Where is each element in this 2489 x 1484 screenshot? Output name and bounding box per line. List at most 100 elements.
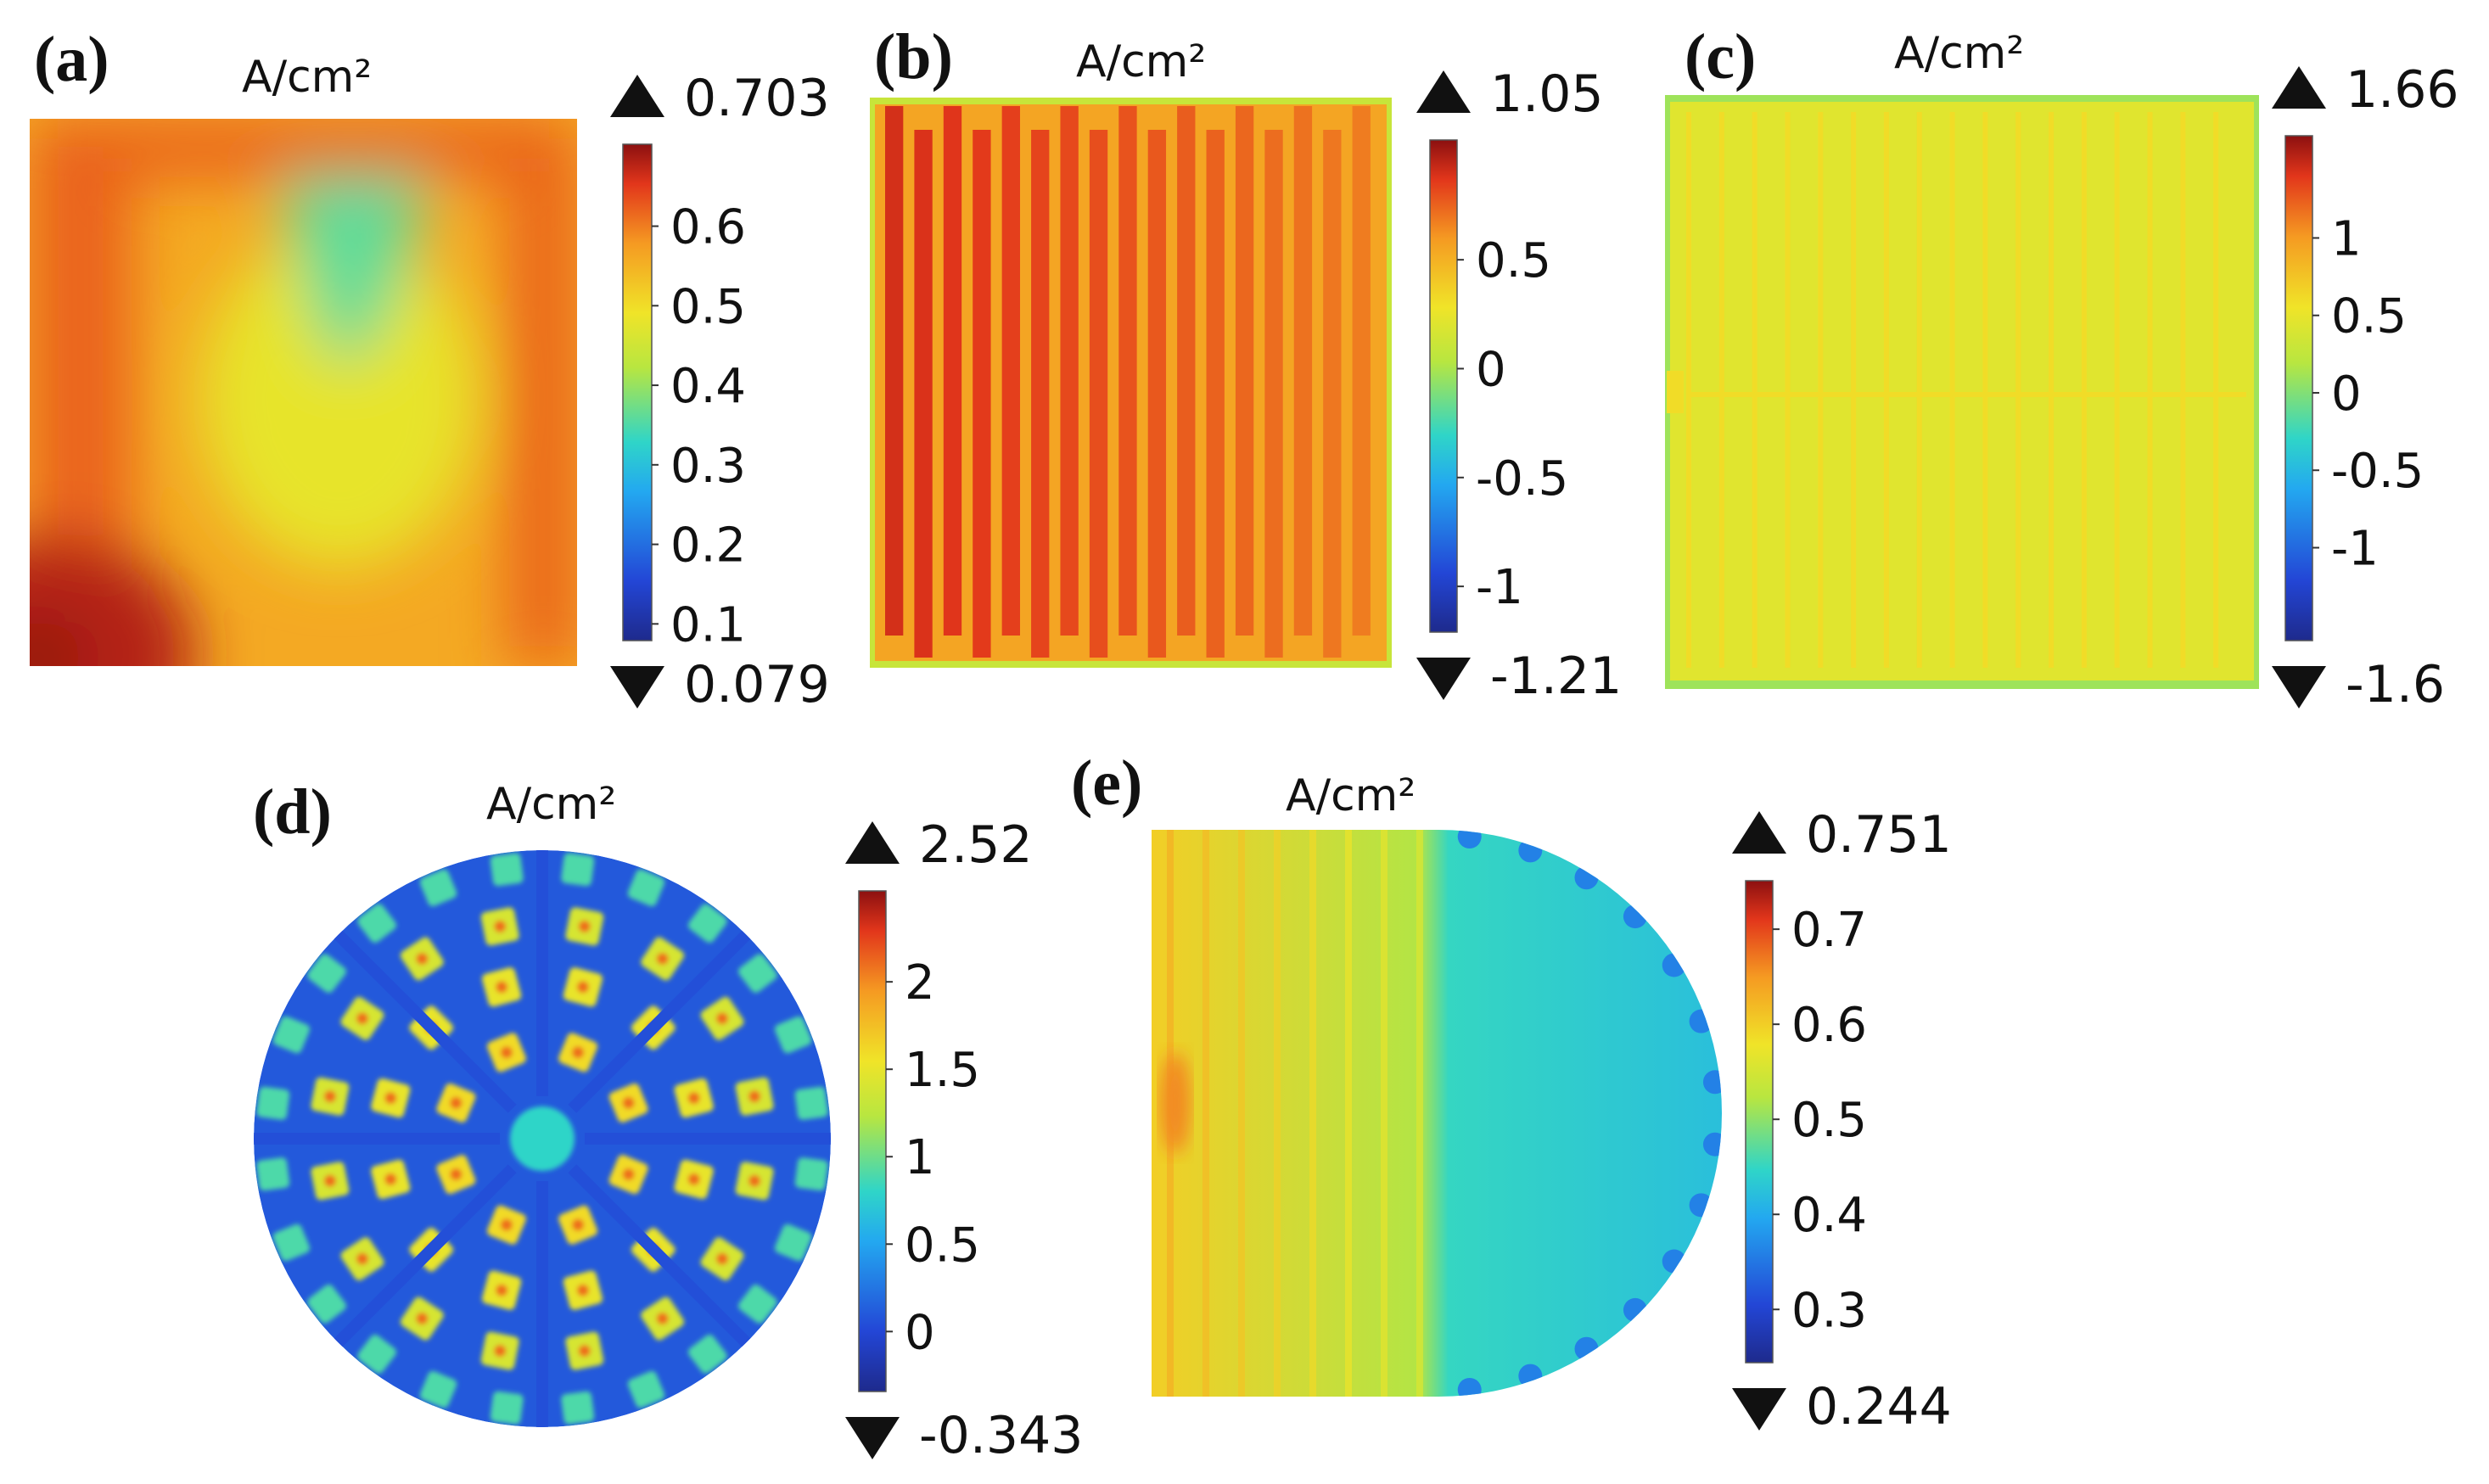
panel-b-unit: A/cm² [1076,36,1206,87]
colorbar-tick-label: 0.1 [670,597,746,652]
channel-line [1309,830,1316,1397]
pin [687,1335,727,1374]
pin [738,954,777,994]
colorbar-tick-label: -1 [2331,521,2379,576]
channel [973,130,991,658]
colorbar-gradient [622,143,653,641]
map-top-edge [30,119,577,178]
channel-line [1202,830,1209,1397]
edge-notch [1574,1336,1599,1361]
map-field [30,119,577,666]
pin [307,954,346,994]
rib-line [1752,112,1757,668]
colorbar-max-label: 2.52 [919,815,1033,875]
pin [419,869,457,907]
rib-line [1718,112,1724,668]
pin [272,1224,311,1262]
panel-a-colorbar: 0.703 0.079 0.6 0.5 0.4 0.3 0.2 0.1 [610,69,830,714]
map-center-zone [280,174,429,365]
header-line [1686,392,2246,397]
edge-notch [1662,1249,1686,1274]
panel-d: (d) A/cm² 2.52 -0.343 2 1.5 1 0.5 0 [253,776,1083,1465]
channel [1060,106,1079,636]
pin-hotspot [572,1218,585,1231]
channel [914,130,933,658]
colorbar-tick-label: 0.3 [1791,1283,1867,1338]
panel-d-unit: A/cm² [486,779,616,830]
channel [1118,106,1137,636]
panel-b: (b) A/cm² 1.05 -1.21 0.5 0 -0.5 -1 [870,21,1622,706]
pin-hotspot [578,1345,591,1358]
pin-hotspot [716,1252,729,1265]
colorbar-tick-label: 2 [905,955,935,1011]
colorbar-gradient [2284,135,2313,641]
panel-d-label: (d) [253,776,332,848]
colorbar-tick-label: 1 [2331,211,2362,266]
radial-rib [334,930,517,1113]
colorbar-max-arrow [610,75,664,117]
panel-b-label: (b) [874,21,953,92]
colorbar-min-label: 0.244 [1806,1377,1952,1436]
rib-line [1883,112,1889,668]
pin [490,1391,524,1425]
pin [490,853,524,887]
colorbar-min-label: -1.6 [2346,655,2445,714]
channel [1323,130,1342,658]
colorbar-tick-label: 0.5 [1476,233,1551,288]
edge-notch [1457,830,1482,849]
colorbar-tick-label: 0.4 [1791,1188,1867,1243]
colorbar-max-arrow [2272,66,2326,109]
pin-hotspot [576,1284,589,1296]
colorbar-tick-label: 0 [2331,367,2362,422]
pin [794,1086,828,1120]
colorbar-tick-label: 0.7 [1791,903,1867,958]
pin [561,853,595,887]
colorbar-tick-label: 0.2 [670,518,746,574]
panel-a-label: (a) [34,24,109,95]
rib-line [1916,112,1922,668]
pin-hotspot [622,1168,635,1181]
colorbar-max-label: 1.66 [2346,60,2459,120]
rib-line [2114,112,2120,668]
pin [256,1086,290,1120]
edge-notch [1518,1364,1543,1388]
edge-notch [1662,953,1686,977]
pin [774,1224,812,1262]
panel-a-map [30,119,577,666]
channel-line [1345,830,1352,1397]
pin [357,1335,397,1374]
pin [256,1157,290,1191]
radial-rib [334,1164,517,1347]
panel-e-unit: A/cm² [1286,770,1415,821]
colorbar-gradient [1429,139,1458,633]
colorbar-tick-label: 0.3 [670,439,746,494]
pin [561,1391,595,1425]
panel-e-map [1152,830,1722,1397]
edge-notch [1702,1132,1722,1156]
colorbar-tick-label: 0 [1476,342,1506,397]
channel [885,106,904,636]
colorbar-max-label: 1.05 [1490,64,1604,124]
pin-hotspot [748,1090,761,1103]
rib-line [1785,112,1791,668]
colorbar-tick-label: -1 [1476,560,1523,615]
rib-line [2049,112,2055,668]
pin-hotspot [494,1345,507,1358]
channel [1147,130,1167,658]
pin [307,1284,346,1324]
pin-hotspot [578,920,591,932]
pin-hotspot [496,981,508,994]
pin-hotspot [384,1173,397,1185]
colorbar-tick-label: 0 [905,1305,935,1360]
colorbar-max-label: 0.751 [1806,805,1952,865]
edge-notch [1689,1193,1713,1218]
colorbar-max-arrow [1416,70,1471,113]
pin-hotspot [416,952,429,965]
rib-line [2213,112,2219,668]
channel [1177,106,1196,636]
pin-hotspot [500,1218,513,1231]
pin-hotspot [572,1046,585,1059]
pin-hotspot [656,952,669,965]
rib-line [1982,112,1988,668]
panel-d-map [254,850,831,1427]
